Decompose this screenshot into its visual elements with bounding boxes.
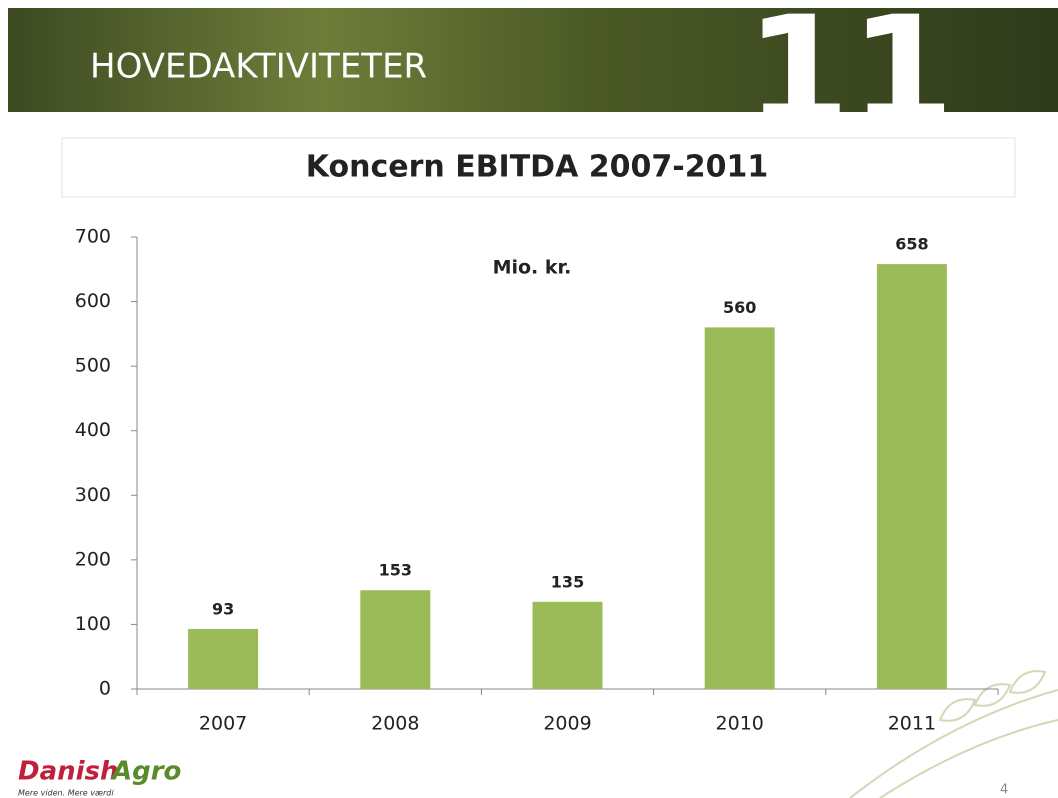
tagline: Mere viden. Mere værdi [18,789,114,798]
value-label: 135 [551,572,584,591]
y-tick-label: 400 [75,419,111,441]
y-tick-label: 300 [75,484,111,506]
unit-annotation: Mio. kr. [493,257,572,279]
value-label: 93 [212,599,234,618]
title-box [61,137,1016,198]
bar [188,628,259,689]
value-label: 658 [895,235,928,254]
value-label: 153 [379,561,412,580]
bar [876,264,947,689]
bar [532,601,603,689]
page-number: 4 [1000,783,1008,798]
value-label: 560 [723,298,756,317]
x-tick-label: 2007 [199,713,247,735]
logo-agro: Agro [110,757,181,787]
y-tick-label: 700 [75,226,111,248]
x-tick-label: 2008 [371,713,419,735]
y-tick-label: 0 [99,678,111,700]
y-tick-label: 500 [75,355,111,377]
bar [704,327,775,689]
logo-danish: Danish [18,757,119,787]
x-tick-label: 2010 [716,713,764,735]
y-tick-label: 100 [75,613,111,635]
chart-title: Koncern EBITDA 2007-2011 [306,150,768,185]
y-tick-label: 600 [75,290,111,312]
badge: 11 [746,0,955,159]
x-tick-label: 2009 [543,713,591,735]
header-banner [8,8,1058,112]
bar [360,590,431,689]
wheat-decoration [849,670,1058,798]
header-rule [8,112,1058,115]
slide-title: HOVEDAKTIVITETER [90,47,427,87]
y-tick-label: 200 [75,548,111,570]
x-tick-label: 2011 [888,713,936,735]
